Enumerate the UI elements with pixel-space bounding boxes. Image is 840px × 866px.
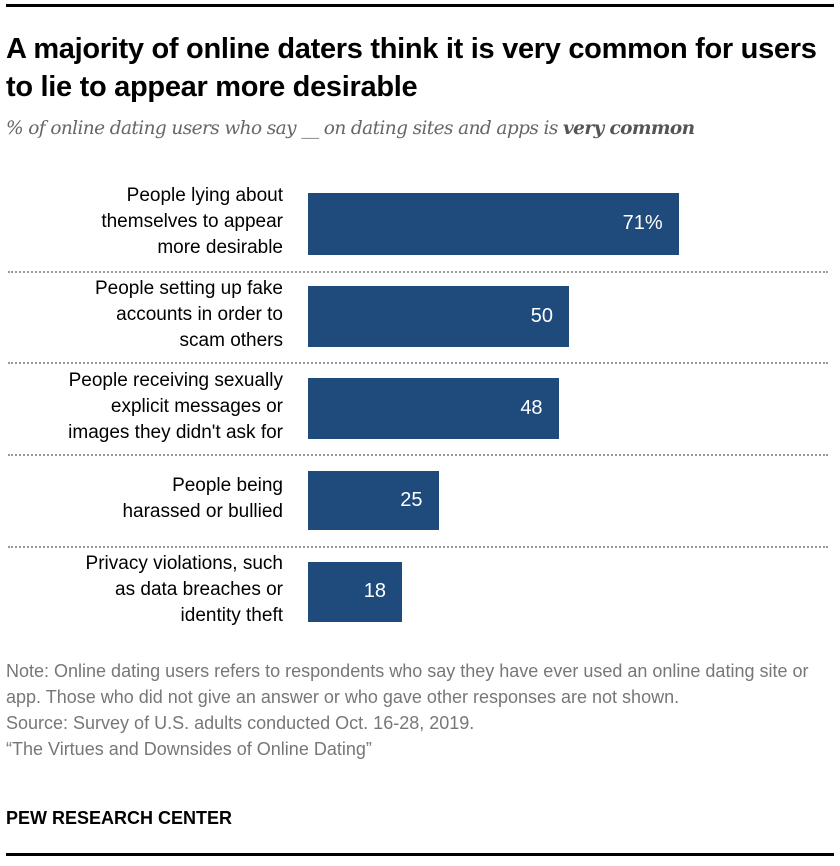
bar (308, 193, 679, 255)
top-rule (6, 4, 834, 7)
row-divider (8, 362, 828, 364)
report-title: “The Virtues and Downsides of Online Dat… (6, 739, 372, 759)
category-label-line: accounts in order to (116, 303, 283, 325)
data-label: 48 (520, 396, 543, 419)
data-label: 71% (622, 212, 663, 234)
notes: Note: Online dating users refers to resp… (6, 658, 826, 762)
bar (308, 471, 439, 530)
category-label: People setting up fake accounts in order … (3, 276, 283, 354)
data-label: 50 (530, 304, 553, 327)
bottom-rule (6, 853, 834, 856)
bar (308, 562, 402, 622)
data-label: 25 (400, 488, 423, 511)
bar (308, 378, 559, 439)
chart-subtitle: % of online dating users who say __ on d… (6, 118, 695, 139)
category-label-line: more desirable (157, 237, 283, 258)
source-text: Source: Survey of U.S. adults conducted … (6, 713, 475, 733)
bar (308, 286, 569, 347)
category-label-line: scam others (179, 329, 283, 351)
category-label: Privacy violations, such as data breaches… (3, 551, 283, 629)
subtitle-emphasis: very common (563, 118, 695, 139)
row-divider (8, 454, 828, 456)
brand-logo-text: PEW RESEARCH CENTER (6, 808, 233, 828)
row-divider (8, 546, 828, 548)
category-label: People receiving sexually explicit messag… (3, 368, 283, 446)
category-label-line: Privacy violations, such (85, 553, 283, 574)
category-label-line: People setting up fake (94, 277, 283, 299)
category-label-line: People receiving sexually (68, 369, 283, 391)
category-label-line: identity theft (180, 605, 283, 626)
note-text: Note: Online dating users refers to resp… (6, 661, 809, 707)
category-label-line: themselves to appear (101, 211, 283, 232)
category-label-line: People lying about (126, 185, 283, 206)
category-label-line: images they didn't ask for (68, 421, 283, 443)
category-label: People being harassed or bullied (3, 473, 283, 525)
category-label-line: as data breaches or (115, 579, 283, 600)
data-label: 18 (363, 580, 386, 602)
category-label-line: harassed or bullied (122, 500, 283, 522)
category-label: People lying about themselves to appear mo… (3, 183, 283, 261)
row-divider (8, 271, 828, 273)
category-label-line: explicit messages or (110, 395, 283, 417)
subtitle-text: % of online dating users who say __ on d… (6, 118, 564, 139)
chart-title: A majority of online daters think it is … (6, 33, 817, 103)
category-label-line: People being (172, 474, 283, 496)
